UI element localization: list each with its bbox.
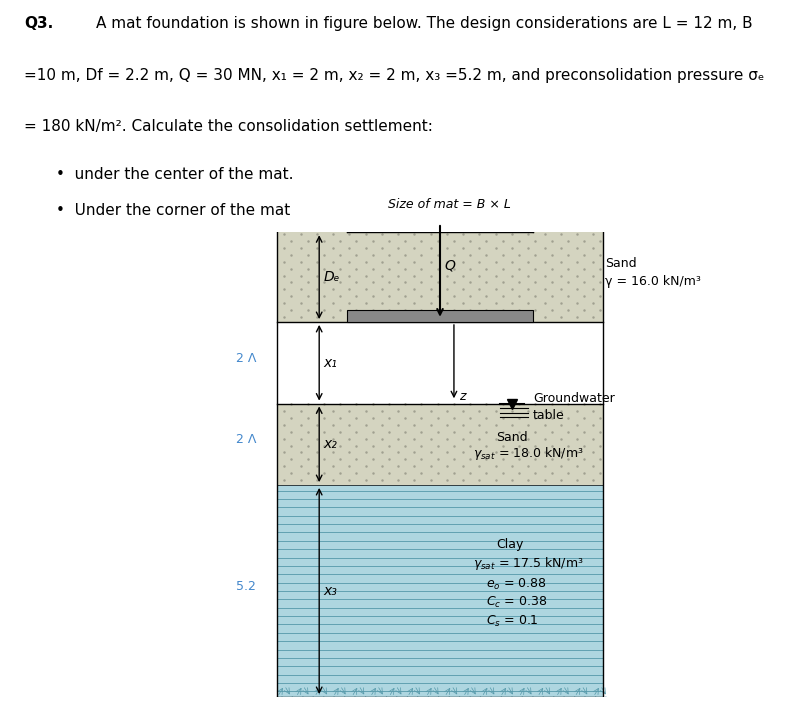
Text: γ = 16.0 kN/m³: γ = 16.0 kN/m³ [605, 275, 701, 289]
Text: Clay: Clay [496, 538, 523, 551]
Text: $\gamma_{sat}$ = 18.0 kN/m³: $\gamma_{sat}$ = 18.0 kN/m³ [473, 445, 583, 462]
Polygon shape [278, 403, 602, 485]
Text: Q3.: Q3. [24, 15, 54, 31]
Text: Sand: Sand [605, 257, 637, 270]
Text: $\gamma_{sat}$ = 17.5 kN/m³: $\gamma_{sat}$ = 17.5 kN/m³ [473, 555, 583, 572]
Text: •  under the center of the mat.: • under the center of the mat. [56, 167, 294, 182]
Text: table: table [533, 408, 565, 422]
Text: 2 Λ: 2 Λ [235, 351, 256, 365]
Text: =10 m, Df = 2.2 m, Q = 30 MN, x₁ = 2 m, x₂ = 2 m, x₃ =5.2 m, and preconsolidatio: =10 m, Df = 2.2 m, Q = 30 MN, x₁ = 2 m, … [24, 68, 764, 82]
Polygon shape [278, 485, 602, 697]
Bar [347, 310, 533, 322]
Text: = 180 kN/m². Calculate the consolidation settlement:: = 180 kN/m². Calculate the consolidation… [24, 120, 433, 134]
Text: Q: Q [445, 258, 455, 272]
Text: Dₑ: Dₑ [324, 270, 340, 284]
Text: z: z [458, 390, 465, 403]
Text: Sand: Sand [496, 431, 527, 444]
Text: x₂: x₂ [324, 437, 338, 451]
Text: $e_o$ = 0.88: $e_o$ = 0.88 [486, 577, 547, 591]
Text: $C_s$ = 0.1: $C_s$ = 0.1 [486, 614, 539, 629]
Polygon shape [278, 232, 602, 322]
Text: 5.2: 5.2 [235, 580, 255, 593]
Text: x₃: x₃ [324, 584, 338, 598]
Text: Groundwater: Groundwater [533, 392, 614, 406]
Bar [347, 218, 533, 232]
Text: Size of mat = B × L: Size of mat = B × L [388, 199, 510, 211]
Text: A mat foundation is shown in figure below. The design considerations are L = 12 : A mat foundation is shown in figure belo… [96, 15, 753, 31]
Text: •  Under the corner of the mat: • Under the corner of the mat [56, 203, 290, 218]
Text: $C_c$ = 0.38: $C_c$ = 0.38 [486, 595, 548, 610]
Text: x₁: x₁ [324, 356, 338, 370]
Text: 2 Λ: 2 Λ [235, 433, 256, 446]
